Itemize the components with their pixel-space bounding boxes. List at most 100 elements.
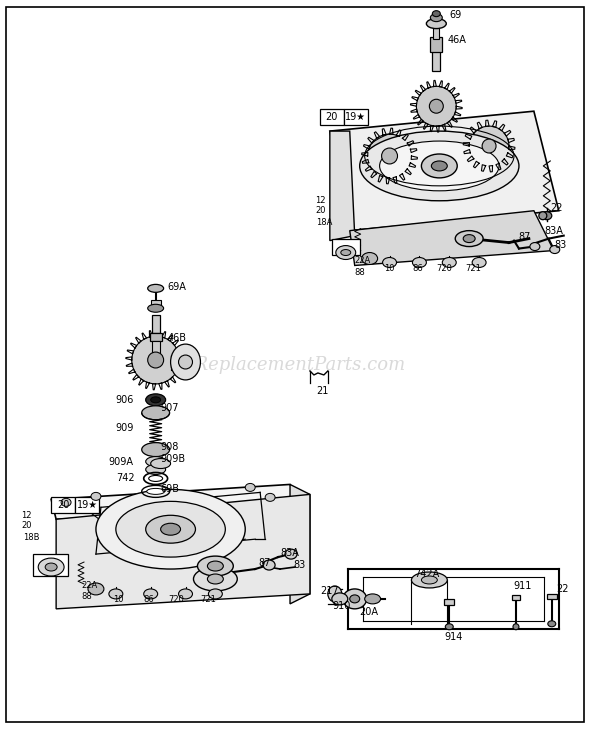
Ellipse shape (368, 134, 411, 178)
Ellipse shape (61, 499, 71, 507)
Text: 22A: 22A (355, 256, 371, 265)
Text: 721: 721 (201, 596, 217, 604)
Text: 742A: 742A (414, 569, 440, 579)
Ellipse shape (427, 19, 446, 28)
Ellipse shape (208, 561, 224, 571)
Ellipse shape (150, 459, 171, 469)
Text: 83A: 83A (545, 226, 563, 235)
Ellipse shape (482, 139, 496, 153)
Bar (432, 52, 440, 71)
Text: 12: 12 (21, 511, 32, 520)
Text: 906: 906 (116, 395, 134, 405)
Ellipse shape (365, 594, 381, 604)
Ellipse shape (146, 456, 166, 467)
Text: 88: 88 (355, 268, 365, 277)
Text: 909B: 909B (160, 453, 186, 464)
Ellipse shape (542, 211, 552, 219)
Text: 720: 720 (437, 264, 452, 273)
Ellipse shape (350, 595, 360, 603)
Text: 69: 69 (449, 9, 461, 20)
Ellipse shape (208, 589, 222, 599)
Text: 10: 10 (385, 264, 395, 273)
Bar (33, 554, 68, 576)
Ellipse shape (550, 246, 560, 254)
Ellipse shape (431, 161, 447, 171)
Ellipse shape (263, 560, 275, 570)
Polygon shape (350, 211, 554, 265)
Ellipse shape (198, 556, 233, 576)
Text: 217: 217 (320, 586, 339, 596)
Text: 18B: 18B (23, 533, 40, 542)
Bar (75, 497, 99, 513)
Text: 88: 88 (81, 593, 92, 601)
Text: 87: 87 (518, 232, 530, 241)
Ellipse shape (343, 589, 366, 609)
Text: 720: 720 (169, 596, 185, 604)
Ellipse shape (91, 492, 101, 500)
Text: 19★: 19★ (345, 112, 366, 122)
Text: 83: 83 (555, 240, 567, 249)
Text: 46B: 46B (168, 333, 186, 343)
Text: 914: 914 (444, 632, 463, 642)
Ellipse shape (430, 99, 443, 113)
Ellipse shape (539, 211, 547, 219)
Bar (444, 599, 454, 605)
Ellipse shape (332, 593, 348, 605)
Ellipse shape (417, 86, 456, 126)
Ellipse shape (513, 624, 519, 630)
Ellipse shape (548, 621, 556, 627)
Text: 69A: 69A (168, 282, 186, 292)
Ellipse shape (379, 141, 499, 191)
Text: 87: 87 (258, 558, 271, 568)
Ellipse shape (472, 257, 486, 268)
Ellipse shape (432, 11, 440, 17)
Text: 46A: 46A (447, 34, 466, 44)
Text: 908: 908 (160, 442, 179, 451)
Ellipse shape (144, 589, 158, 599)
Ellipse shape (148, 284, 163, 292)
Ellipse shape (463, 235, 475, 243)
Ellipse shape (411, 572, 447, 588)
Ellipse shape (179, 355, 192, 369)
Text: 86: 86 (144, 596, 155, 604)
Polygon shape (330, 131, 355, 241)
Text: 909: 909 (116, 423, 134, 433)
Polygon shape (290, 485, 310, 604)
Text: 20: 20 (315, 206, 326, 215)
Ellipse shape (88, 583, 104, 595)
Ellipse shape (45, 563, 57, 571)
Ellipse shape (147, 488, 165, 494)
Ellipse shape (469, 126, 509, 166)
Bar (152, 315, 160, 333)
Ellipse shape (265, 494, 275, 502)
Bar (547, 594, 557, 599)
Text: 83: 83 (293, 560, 305, 570)
Bar (320, 109, 344, 125)
Ellipse shape (430, 14, 442, 22)
Bar (512, 595, 520, 600)
Ellipse shape (360, 131, 519, 200)
Ellipse shape (442, 257, 456, 268)
Ellipse shape (382, 148, 398, 164)
Text: 69B: 69B (160, 484, 179, 494)
Text: 21: 21 (316, 386, 328, 396)
Ellipse shape (96, 489, 245, 569)
Bar (150, 333, 162, 341)
Ellipse shape (148, 352, 163, 368)
Bar (152, 341, 160, 353)
Text: 86: 86 (412, 264, 423, 273)
Ellipse shape (142, 406, 169, 420)
Ellipse shape (194, 567, 237, 591)
Bar (51, 497, 75, 513)
Ellipse shape (38, 558, 64, 576)
Polygon shape (330, 112, 559, 230)
Text: 907: 907 (160, 403, 179, 413)
Bar (433, 26, 440, 39)
Text: 22: 22 (556, 584, 568, 594)
Text: 20: 20 (326, 112, 338, 122)
Ellipse shape (146, 394, 166, 406)
Ellipse shape (341, 249, 350, 256)
Text: 20A: 20A (360, 607, 379, 617)
Ellipse shape (142, 443, 169, 456)
Text: eReplacementParts.com: eReplacementParts.com (184, 356, 406, 374)
